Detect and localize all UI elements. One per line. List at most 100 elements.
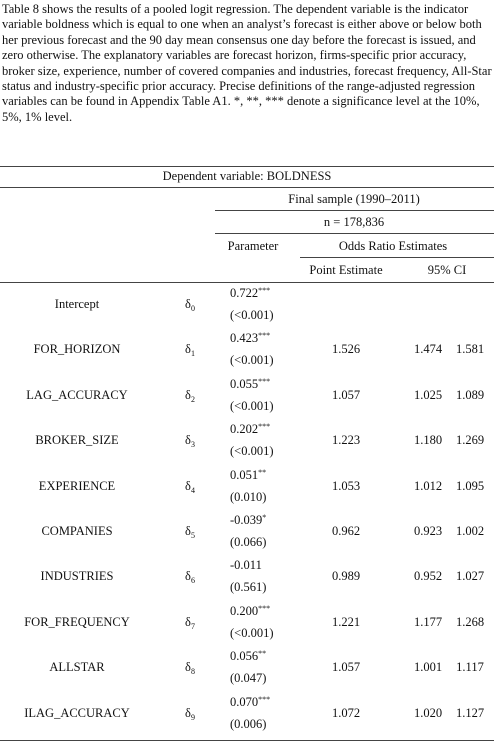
p-value: (<0.001)	[230, 353, 274, 368]
point-cell: 1.221	[332, 615, 360, 629]
ci-low: 1.177	[413, 614, 443, 629]
symbol: δ0	[185, 297, 195, 313]
p-value: (<0.001)	[230, 444, 274, 459]
delta-index: 0	[190, 304, 195, 313]
caption: Table 8 shows the results of a pooled lo…	[2, 2, 492, 124]
symbol: δ8	[185, 660, 195, 677]
delta: δ	[185, 342, 191, 357]
estimate: 0.070	[230, 694, 259, 709]
significance: ***	[258, 603, 271, 613]
ci-high: 1.127	[455, 705, 485, 720]
ci-low-cell: 1.020	[414, 706, 442, 720]
ci-high-cell: 1.127	[456, 706, 484, 720]
delta-index: 5	[190, 531, 195, 540]
row-label: ILAG_ACCURACY	[24, 706, 130, 720]
p-value: (<0.001)	[230, 308, 274, 322]
delta: δ	[185, 705, 191, 720]
estimate: 0.051	[230, 467, 259, 482]
parameter: 0.722***	[230, 286, 270, 300]
rule	[215, 233, 494, 234]
ci-high-cell: 1.117	[456, 660, 484, 674]
ci-low-cell: 0.923	[414, 524, 442, 538]
estimate: 0.722	[230, 286, 259, 300]
symbol: δ5	[185, 524, 195, 540]
p-value: (0.561)	[230, 580, 267, 595]
ci-low: 1.180	[413, 433, 443, 448]
row-label: ALLSTAR	[49, 660, 104, 674]
ci-low-cell: 1.474	[414, 342, 442, 356]
point-estimate: 1.057	[331, 660, 361, 675]
delta: δ	[185, 433, 191, 448]
ci-low-cell: 0.952	[414, 569, 442, 583]
ci-high: 1.269	[455, 433, 485, 448]
row-label: INDUSTRIES	[41, 569, 114, 583]
estimate: 0.202	[230, 422, 259, 437]
ci-low: 1.001	[413, 660, 443, 675]
row-label: Intercept	[55, 297, 99, 311]
delta: δ	[185, 297, 191, 311]
parameter: 0.070***	[230, 695, 270, 709]
p-value: (<0.001)	[230, 625, 274, 640]
ci-high-cell: 1.269	[456, 433, 484, 447]
p-value-cell: (0.561)	[230, 580, 266, 594]
estimate: 0.200	[230, 603, 259, 618]
delta-index: 8	[190, 667, 195, 677]
p-value: (0.047)	[230, 671, 267, 686]
delta-index: 6	[190, 576, 195, 586]
p-value-cell: (0.006)	[230, 717, 266, 731]
ci-high-cell: 1.095	[456, 479, 484, 493]
ci-high-cell: 1.089	[456, 388, 484, 402]
point-cell: 1.057	[332, 388, 360, 402]
point-estimate: 0.962	[331, 524, 361, 538]
variable-name: FOR_HORIZON	[33, 342, 121, 357]
rule	[0, 187, 494, 188]
row-label: BROKER_SIZE	[35, 433, 118, 447]
point-cell: 1.057	[332, 660, 360, 674]
point-cell: 1.223	[332, 433, 360, 447]
estimate: 0.055	[230, 376, 259, 391]
ci-low: 0.952	[413, 569, 443, 584]
p-value: (0.006)	[230, 716, 267, 731]
ci-low: 1.020	[413, 705, 443, 720]
symbol: δ6	[185, 569, 195, 586]
symbol: δ4	[185, 479, 195, 495]
p-value: (0.066)	[230, 535, 267, 549]
variable-name: FOR_FREQUENCY	[24, 614, 130, 629]
point-cell: 1.072	[332, 706, 360, 720]
delta-index: 1	[190, 349, 195, 359]
significance: ***	[258, 694, 271, 704]
ci-high: 1.268	[455, 614, 485, 629]
delta-index: 7	[190, 621, 195, 631]
p-value-cell: (0.047)	[230, 671, 266, 685]
rule	[215, 210, 494, 211]
point-cell: 1.053	[332, 479, 360, 493]
row-label: COMPANIES	[41, 524, 112, 538]
symbol: δ3	[185, 433, 195, 449]
p-value-cell: (0.010)	[230, 490, 266, 504]
parameter: -0.039*	[230, 513, 266, 527]
ci-high-cell: 1.268	[456, 615, 484, 629]
delta: δ	[185, 524, 191, 538]
ci-high: 1.027	[455, 569, 485, 584]
ci-high-cell: 1.002	[456, 524, 484, 538]
symbol: δ2	[185, 388, 195, 404]
estimate: -0.039	[230, 513, 263, 527]
point-cell: 0.962	[332, 524, 360, 538]
ci-low-cell: 1.001	[414, 660, 442, 674]
p-value: (0.010)	[230, 489, 267, 504]
delta-index: 2	[190, 394, 195, 404]
header-parameter: Parameter	[227, 239, 279, 253]
point-estimate: 1.053	[331, 478, 361, 493]
delta-index: 9	[190, 712, 195, 722]
rule	[0, 166, 494, 167]
symbol: δ1	[185, 342, 195, 359]
row-label: LAG_ACCURACY	[26, 388, 127, 402]
delta: δ	[185, 569, 191, 584]
ci-low: 1.025	[413, 387, 443, 402]
p-value-cell: (<0.001)	[230, 308, 274, 322]
delta: δ	[185, 660, 191, 675]
parameter: 0.051**	[230, 468, 266, 482]
variable-name: ALLSTAR	[49, 660, 105, 675]
rule	[0, 282, 494, 283]
